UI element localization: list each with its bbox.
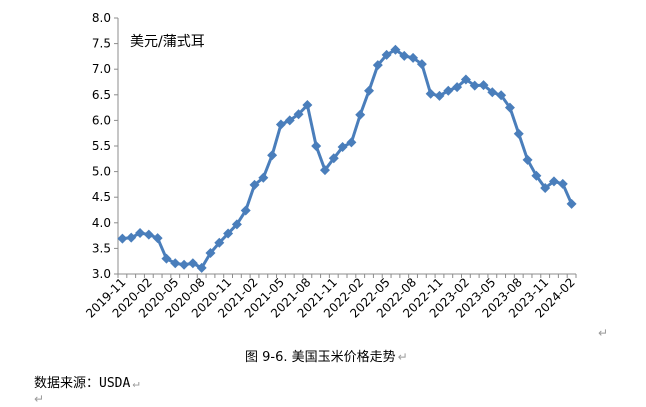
data-point [452,82,463,93]
paragraph-mark-icon: ↵ [34,392,45,406]
data-point [223,228,234,239]
data-point [425,88,436,99]
paragraph-mark-icon: ↵ [598,326,609,340]
data-point [328,153,339,164]
data-point [267,150,278,161]
y-tick-label: 3.5 [92,241,111,255]
data-point [231,219,242,230]
figure-caption: 图 9-6. 美国玉米价格走势 ↵ [245,346,408,365]
data-point [460,74,471,85]
data-point [196,262,207,273]
data-point [416,59,427,70]
y-tick-label: 5.0 [92,165,111,179]
data-source-note: 数据来源：USDA ↵ [34,372,140,391]
data-point [143,229,154,240]
data-point [275,119,286,130]
data-point [337,142,348,153]
data-point [302,100,313,111]
data-point [381,49,392,60]
data-point [249,179,260,190]
y-tick-label: 3.0 [92,267,111,281]
data-point [293,109,304,120]
data-source-text: 数据来源：USDA [34,376,131,391]
data-point [355,109,366,120]
y-tick-label: 5.5 [92,139,111,153]
data-point [390,44,401,55]
data-point [187,258,198,269]
data-point [284,115,295,126]
data-point [496,90,507,101]
data-point [504,102,515,113]
y-tick-label: 4.0 [92,216,111,230]
data-point [214,237,225,248]
corn-price-chart: 3.0 3.5 4.0 4.5 5.0 5.5 6.0 6.5 7.0 7.5 8.0 2019-11… [83,11,578,321]
y-tick-label: 6.5 [92,88,111,102]
y-tick-label: 4.5 [92,190,111,204]
data-point [372,60,383,71]
data-point [548,176,559,187]
data-point [399,50,410,61]
data-point [126,232,137,243]
data-point [540,182,551,193]
y-tick-label: 6.0 [92,113,111,127]
paragraph-mark-icon: ↵ [397,350,408,364]
data-point [487,87,498,98]
data-point [161,253,172,264]
data-point [311,141,322,151]
chart-svg: 3.03.54.04.55.05.56.06.57.07.58.02019-11… [83,11,578,321]
series-line [122,48,573,270]
data-point [258,172,269,183]
data-point [469,80,480,91]
data-point [319,165,330,176]
figure-caption-text: 图 9-6. 美国玉米价格走势 [245,350,396,365]
y-tick-label: 8.0 [92,11,111,25]
data-point [179,259,190,270]
y-tick-label: 7.5 [92,37,111,51]
data-point [557,178,568,189]
data-point [434,90,445,101]
data-point [566,198,577,209]
data-point [531,170,542,181]
data-point [152,233,163,244]
data-point [364,85,375,96]
paragraph-mark-icon: ↵ [132,376,140,390]
data-point [205,248,216,259]
data-point [443,85,454,96]
data-point [346,137,357,148]
data-point [170,258,181,269]
data-point [478,80,489,91]
data-point [408,52,419,63]
y-axis-label: 美元/蒲式耳 [130,34,205,50]
data-point [117,233,128,244]
data-point [522,154,533,165]
data-point [135,228,146,239]
data-point [240,205,251,216]
data-point [513,128,524,139]
y-tick-label: 7.0 [92,62,111,76]
